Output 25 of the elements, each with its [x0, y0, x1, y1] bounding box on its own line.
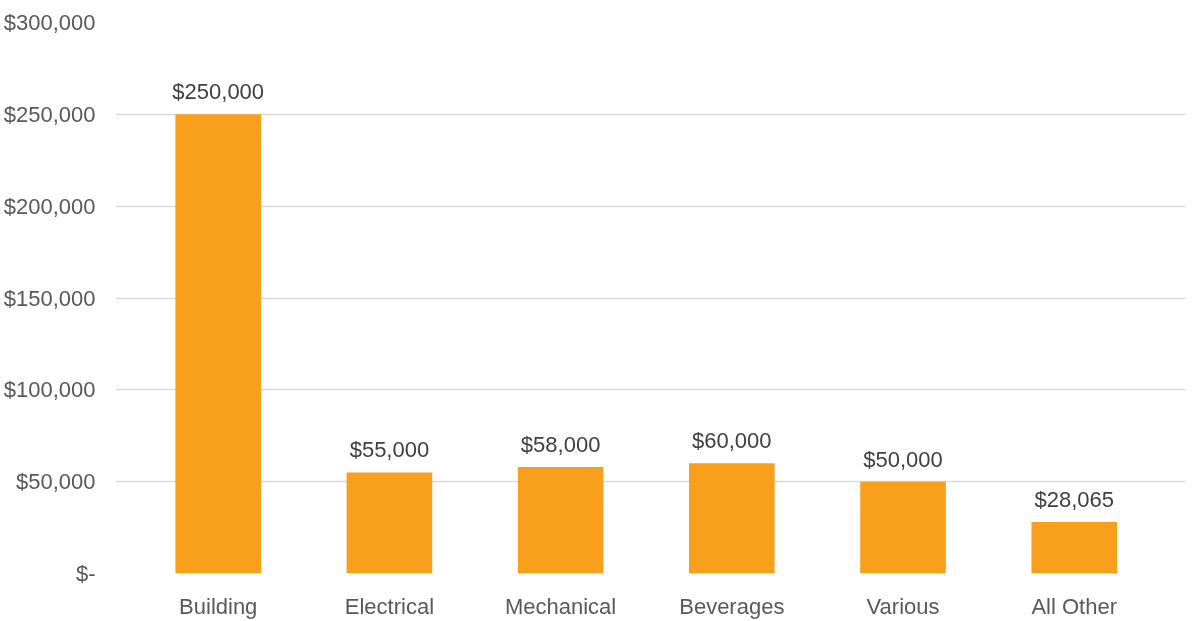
data-label: $55,000 — [349, 437, 430, 463]
x-tick-label: Various — [866, 593, 940, 619]
x-tick-label: Beverages — [679, 593, 785, 619]
y-tick-label: $200,000 — [3, 193, 96, 219]
bar — [1031, 521, 1118, 574]
bar — [175, 114, 262, 574]
data-label: $250,000 — [172, 79, 265, 105]
bar — [346, 472, 433, 574]
y-tick-label: $250,000 — [3, 101, 96, 127]
x-tick-label: Electrical — [344, 593, 435, 619]
y-tick-label: $100,000 — [3, 377, 96, 403]
bar — [689, 463, 775, 574]
bar — [860, 481, 946, 574]
y-tick-label: $150,000 — [3, 285, 96, 311]
data-label: $58,000 — [520, 431, 601, 457]
data-label: $28,065 — [1034, 486, 1114, 512]
bar — [517, 466, 604, 574]
x-tick-label: All Other — [1031, 593, 1118, 619]
data-label: $50,000 — [863, 446, 943, 472]
y-tick-label: $- — [75, 561, 96, 586]
data-label: $60,000 — [692, 428, 772, 454]
y-tick-label: $50,000 — [15, 469, 96, 495]
y-tick-label: $300,000 — [3, 10, 96, 35]
x-tick-label: Mechanical — [504, 593, 617, 619]
x-tick-label: Building — [179, 593, 258, 619]
